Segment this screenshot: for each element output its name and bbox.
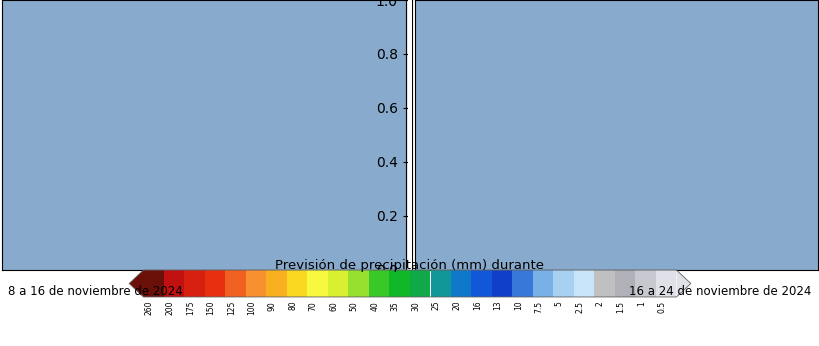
Bar <box>143 270 164 297</box>
Bar <box>307 270 328 297</box>
Text: 40: 40 <box>370 301 378 311</box>
Text: 2: 2 <box>595 301 604 306</box>
Text: 125: 125 <box>227 301 236 315</box>
Text: 90: 90 <box>268 301 276 311</box>
Polygon shape <box>676 270 690 297</box>
Text: 5: 5 <box>554 301 563 306</box>
Polygon shape <box>129 270 143 297</box>
Text: 8 a 16 de noviembre de 2024: 8 a 16 de noviembre de 2024 <box>8 285 183 299</box>
Text: 70: 70 <box>309 301 318 311</box>
Bar <box>655 270 676 297</box>
Bar <box>389 270 410 297</box>
Bar <box>369 270 389 297</box>
Bar <box>246 270 266 297</box>
Text: 60: 60 <box>329 301 337 311</box>
Bar <box>225 270 246 297</box>
Bar <box>491 270 512 297</box>
Bar <box>471 270 491 297</box>
Text: 35: 35 <box>391 301 399 311</box>
Bar <box>266 270 287 297</box>
Text: 25: 25 <box>432 301 441 310</box>
Bar <box>512 270 532 297</box>
Bar <box>348 270 369 297</box>
Text: 150: 150 <box>206 301 215 315</box>
Bar <box>573 270 594 297</box>
Text: 10: 10 <box>514 301 523 310</box>
Bar <box>532 270 553 297</box>
Bar <box>594 270 614 297</box>
Text: 30: 30 <box>411 301 419 311</box>
Bar <box>410 270 430 297</box>
Text: 100: 100 <box>247 301 256 315</box>
Text: Previsión de precipitación (mm) durante: Previsión de precipitación (mm) durante <box>275 258 544 272</box>
Text: 13: 13 <box>493 301 501 310</box>
Bar <box>164 270 184 297</box>
Bar <box>614 270 635 297</box>
Text: 2.5: 2.5 <box>575 301 583 313</box>
Text: 7.5: 7.5 <box>534 301 542 313</box>
Bar <box>553 270 573 297</box>
Text: 80: 80 <box>288 301 296 310</box>
Text: 200: 200 <box>165 301 174 315</box>
Text: 1: 1 <box>636 301 645 306</box>
Text: 1.5: 1.5 <box>616 301 624 313</box>
Text: 50: 50 <box>350 301 359 311</box>
Text: 175: 175 <box>186 301 195 315</box>
Text: 260: 260 <box>145 301 154 315</box>
Bar <box>205 270 225 297</box>
Bar <box>450 270 471 297</box>
Text: 16 a 24 de noviembre de 2024: 16 a 24 de noviembre de 2024 <box>629 285 811 299</box>
Bar <box>635 270 655 297</box>
Bar <box>328 270 348 297</box>
Bar <box>287 270 307 297</box>
Bar <box>430 270 450 297</box>
Bar <box>184 270 205 297</box>
Text: 0.5: 0.5 <box>657 301 665 313</box>
Text: 20: 20 <box>452 301 460 310</box>
Text: 16: 16 <box>473 301 481 310</box>
